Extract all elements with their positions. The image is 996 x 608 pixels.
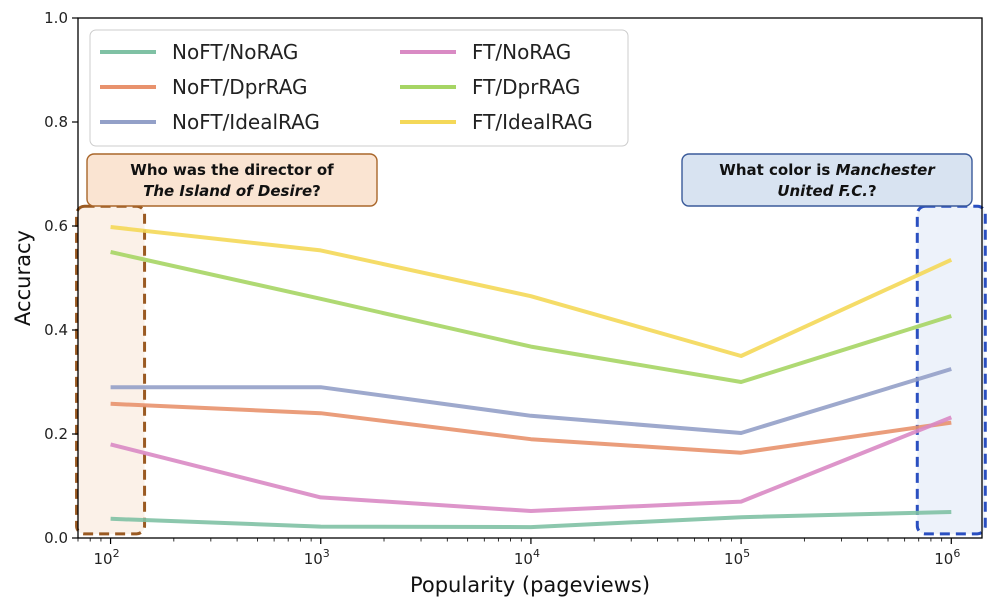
callout-text: The Island of Desire? xyxy=(143,182,321,200)
series-line-noft-idealrag xyxy=(110,367,952,435)
x-tick-label: 106 xyxy=(934,547,960,568)
legend-label: NoFT/IdealRAG xyxy=(172,110,320,134)
series-line-ft-norag xyxy=(110,415,953,513)
legend: NoFT/NoRAG NoFT/DprRAG NoFT/IdealRAG FT/NoR… xyxy=(89,29,629,147)
series-lines xyxy=(110,225,953,530)
legend-label: NoFT/DprRAG xyxy=(172,75,308,99)
legend-label: NoFT/NoRAG xyxy=(172,40,298,64)
plot-frame xyxy=(77,17,983,539)
y-tick-label: 0.0 xyxy=(44,529,68,547)
series-line-noft-dprrag xyxy=(110,401,952,455)
y-tick-label: 0.2 xyxy=(44,425,68,443)
callout-text: Who was the director of xyxy=(130,161,334,179)
y-tick-label: 0.4 xyxy=(44,321,68,339)
y-tick-label: 1.0 xyxy=(44,9,68,27)
y-axis-label: Accuracy xyxy=(11,230,35,326)
y-tick-label: 0.6 xyxy=(44,217,68,235)
x-tick-label: 105 xyxy=(724,547,750,568)
highlight-regions xyxy=(75,204,987,536)
legend-label: FT/IdealRAG xyxy=(472,110,593,134)
callout-box-1 xyxy=(86,153,378,207)
callouts: Who was the director of The Island of Des… xyxy=(86,153,973,207)
callout-text: United F.C.? xyxy=(777,182,876,200)
callout-text: What color is Manchester xyxy=(719,161,936,179)
x-axis-label: Popularity (pageviews) xyxy=(410,573,650,597)
series-line-ft-idealrag xyxy=(110,225,953,358)
legend-box xyxy=(89,29,629,147)
callout-box-2 xyxy=(681,153,973,207)
legend-label: FT/NoRAG xyxy=(472,40,571,64)
x-tick-label: 104 xyxy=(514,547,540,568)
x-axis-ticks: 102 103 104 105 106 xyxy=(77,538,960,568)
x-tick-label: 102 xyxy=(94,547,120,568)
y-tick-label: 0.8 xyxy=(44,113,68,131)
legend-label: FT/DprRAG xyxy=(472,75,580,99)
y-axis-ticks: 0.0 0.2 0.4 0.6 0.8 1.0 xyxy=(44,9,78,547)
x-tick-label: 103 xyxy=(304,547,330,568)
series-line-ft-dprrag xyxy=(110,250,952,384)
series-line-noft-norag xyxy=(110,510,952,530)
